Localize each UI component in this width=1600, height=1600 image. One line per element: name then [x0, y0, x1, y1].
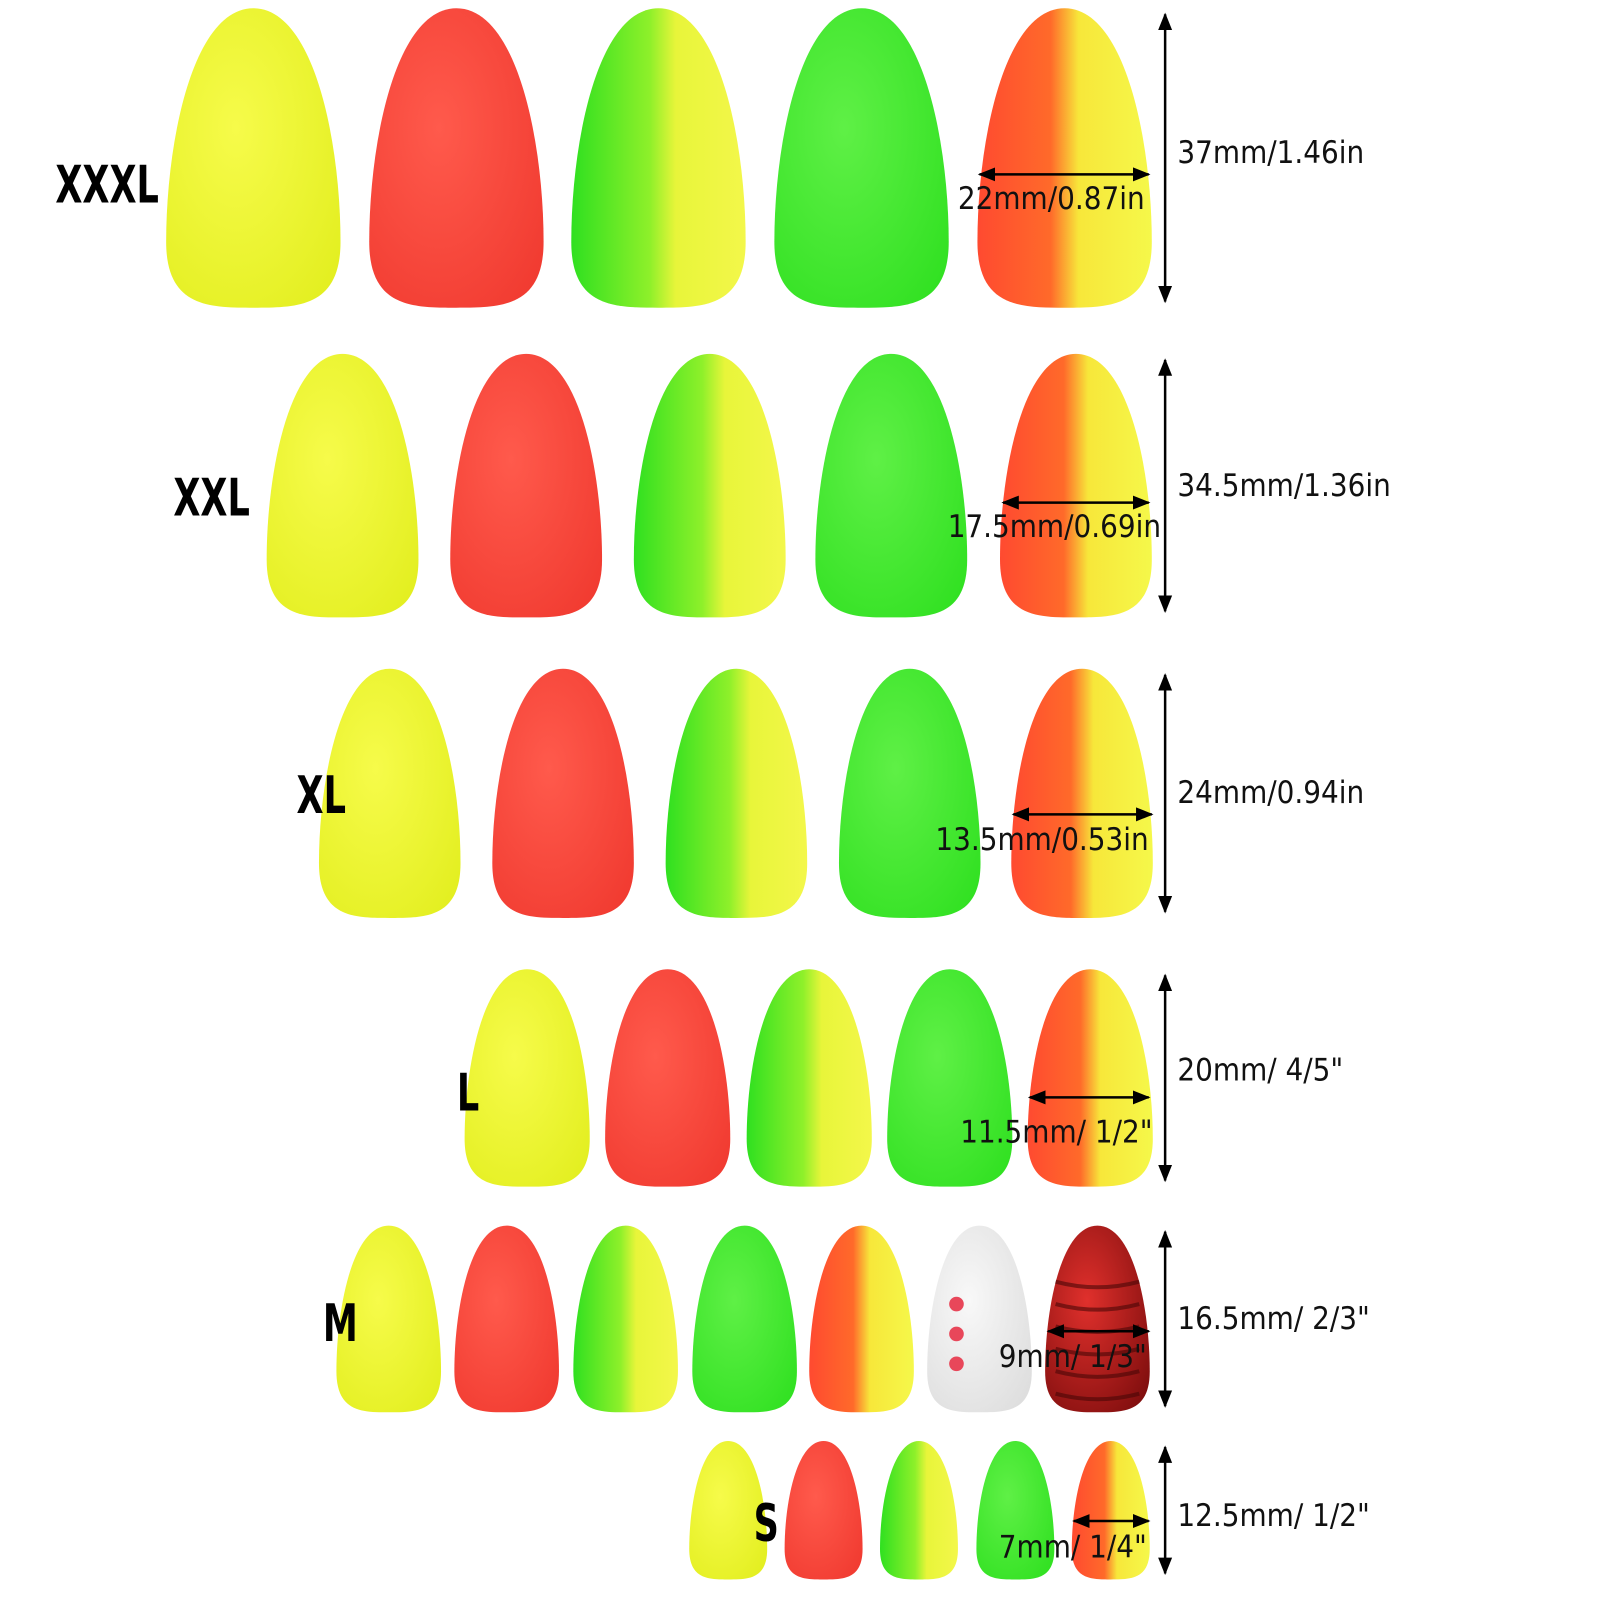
- height-label: 20mm/ 4/5": [1177, 1053, 1343, 1089]
- float: [927, 1225, 1032, 1413]
- float-pattern: [1055, 1369, 1140, 1379]
- float: [633, 353, 786, 618]
- size-label: S: [754, 1492, 779, 1553]
- float: [838, 668, 981, 918]
- float-pattern: [1055, 1346, 1140, 1357]
- size-label: L: [457, 1062, 479, 1123]
- float-dot: [949, 1326, 964, 1342]
- float-dot: [949, 1356, 964, 1372]
- float: [880, 1441, 958, 1580]
- size-label: XXXL: [55, 154, 159, 215]
- float: [573, 1225, 678, 1413]
- float: [571, 8, 746, 308]
- float: [887, 969, 1013, 1187]
- float: [336, 1225, 442, 1413]
- float: [464, 969, 590, 1187]
- height-label: 37mm/1.46in: [1177, 135, 1364, 171]
- float: [689, 1441, 768, 1580]
- float: [1045, 1225, 1150, 1413]
- height-label: 34.5mm/1.36in: [1177, 468, 1390, 504]
- float: [774, 8, 949, 308]
- float: [784, 1441, 863, 1580]
- float-pattern: [1055, 1279, 1140, 1290]
- float: [1000, 353, 1152, 618]
- float: [692, 1225, 797, 1413]
- float: [1027, 969, 1153, 1187]
- float: [318, 668, 461, 918]
- float: [1071, 1441, 1150, 1580]
- float: [815, 353, 968, 618]
- float-pattern: [1055, 1391, 1140, 1402]
- width-label: 9mm/ 1/3": [999, 1339, 1147, 1375]
- size-label: XL: [297, 764, 346, 825]
- width-label: 13.5mm/0.53in: [935, 822, 1148, 858]
- float: [809, 1225, 914, 1413]
- float: [166, 8, 341, 308]
- width-label: 11.5mm/ 1/2": [960, 1114, 1152, 1150]
- float: [266, 353, 419, 618]
- float-dot: [949, 1296, 964, 1312]
- width-label: 7mm/ 1/4": [999, 1530, 1147, 1566]
- float: [977, 8, 1152, 308]
- float: [492, 668, 634, 918]
- float: [369, 8, 544, 308]
- float: [976, 1441, 1055, 1580]
- floats: [166, 8, 1153, 1580]
- float: [665, 668, 808, 918]
- size-label: XXL: [173, 467, 249, 528]
- height-label: 16.5mm/ 2/3": [1177, 1301, 1369, 1337]
- float: [450, 353, 603, 618]
- width-label: 17.5mm/0.69in: [948, 509, 1161, 545]
- float: [746, 969, 872, 1187]
- float: [454, 1225, 559, 1413]
- labels: XXXL 37mm/1.46in 22mm/0.87in XXL 34.5mm/1.36…: [55, 12, 1391, 1576]
- float: [1011, 668, 1153, 918]
- height-label: 24mm/0.94in: [1177, 775, 1364, 811]
- float: [605, 969, 731, 1187]
- width-label: 22mm/0.87in: [958, 181, 1145, 217]
- size-label: M: [323, 1292, 358, 1353]
- float-pattern: [1055, 1302, 1140, 1312]
- height-label: 12.5mm/ 1/2": [1177, 1498, 1369, 1534]
